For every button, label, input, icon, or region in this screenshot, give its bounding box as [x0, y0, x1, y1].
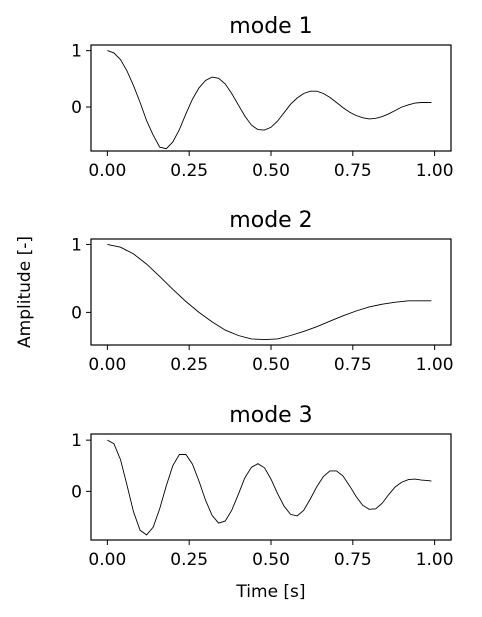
subplot-title: mode 1 — [229, 14, 312, 39]
x-tick-label: 0.75 — [334, 355, 372, 375]
y-tick-label: 0 — [71, 482, 82, 502]
x-tick-label: 0.50 — [252, 161, 290, 181]
y-axis: 01 — [71, 431, 91, 502]
x-axis: 0.00 0.25 0.50 0.75 1.00 — [88, 345, 454, 375]
y-axis-label: Amplitude [-] — [15, 236, 35, 348]
x-tick-label: 0.50 — [252, 355, 290, 375]
y-tick-label: 1 — [71, 431, 82, 451]
x-tick-label: 0.25 — [170, 161, 208, 181]
x-tick-label: 0.75 — [334, 161, 372, 181]
subplot-title: mode 2 — [229, 208, 312, 233]
y-tick-label: 0 — [71, 303, 82, 323]
x-tick-label: 0.50 — [252, 550, 290, 570]
y-axis: 01 — [71, 235, 91, 323]
subplot-mode-3: mode 3 0.00 0.25 0.50 0.75 1.00 01 — [71, 403, 453, 570]
x-tick-label: 0.00 — [88, 355, 126, 375]
x-tick-label: 0.00 — [88, 161, 126, 181]
y-tick-label: 1 — [71, 235, 82, 255]
x-tick-label: 0.25 — [170, 355, 208, 375]
y-tick-label: 0 — [71, 98, 82, 118]
series-line — [107, 439, 432, 536]
series-line — [107, 243, 432, 341]
x-tick-label: 0.75 — [334, 550, 372, 570]
subplot-mode-1: mode 1 0.00 0.25 0.50 0.75 1.00 01 — [71, 14, 453, 181]
plot-area — [90, 44, 452, 152]
x-tick-label: 0.25 — [170, 550, 208, 570]
x-tick-label: 1.00 — [416, 161, 454, 181]
x-tick-label: 1.00 — [416, 550, 454, 570]
plot-area — [90, 433, 452, 541]
x-tick-label: 0.00 — [88, 550, 126, 570]
subplot-mode-2: mode 2 0.00 0.25 0.50 0.75 1.00 01 — [71, 208, 453, 375]
subplot-title: mode 3 — [229, 403, 312, 428]
x-axis: 0.00 0.25 0.50 0.75 1.00 — [88, 540, 454, 570]
series-line — [107, 50, 432, 150]
plot-area — [90, 238, 452, 346]
y-tick-label: 1 — [71, 42, 82, 62]
x-tick-label: 1.00 — [416, 355, 454, 375]
y-axis: 01 — [71, 42, 91, 118]
x-axis-label: Time [s] — [235, 582, 305, 602]
x-axis: 0.00 0.25 0.50 0.75 1.00 — [88, 151, 454, 181]
